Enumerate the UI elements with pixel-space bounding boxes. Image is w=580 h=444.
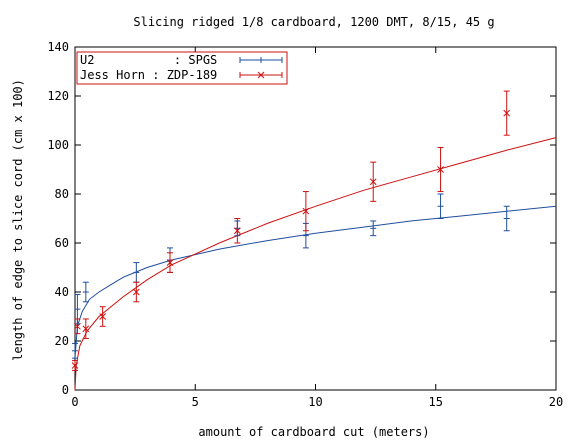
marker-cross-b [166,259,174,266]
x-tick-label: 10 [308,395,322,409]
marker-cross-b [233,227,241,235]
data-point-zdp189 [166,252,174,273]
x-tick-label: 20 [549,395,563,409]
marker-cross-b [74,322,81,330]
data-point-zdp189 [74,318,81,335]
marker-cross-b [302,207,310,215]
legend-swatches [239,57,283,79]
y-tick-label: 40 [55,285,69,299]
data-point-zdp189 [71,360,79,371]
data-point-spgs [133,262,140,283]
marker-cross-b [437,166,444,173]
data-point-spgs [437,193,444,219]
data-point-zdp189 [503,90,511,136]
data-point-spgs [503,205,510,232]
legend-label-spgs: U2 : SPGS [80,53,217,67]
marker-cross-b [71,362,79,369]
y-tick-label: 0 [62,383,69,397]
marker-cross-b [369,178,377,186]
marker-cross-b [503,109,511,117]
fit-curve-zdp189 [74,137,557,391]
fit-curves [74,137,557,391]
data-point-zdp189 [132,281,140,303]
data-point-spgs [82,281,89,303]
y-tick-label: 100 [47,138,69,152]
data-point-zdp189 [233,218,241,244]
x-tick-label: 15 [429,395,443,409]
legend: U2 : SPGS Jess Horn : ZDP-189 [76,51,288,85]
x-tick-label: 0 [71,395,78,409]
data-point-spgs [72,342,78,359]
marker-cross-b [132,288,140,296]
y-tick-label: 20 [55,334,69,348]
axis-ticks: 0 5 10 15 20 0 20 40 60 80 100 120 140 [47,40,563,409]
y-tick-label: 120 [47,89,69,103]
y-axis-label: length of edge to slice cord (cm x 100) [11,79,25,361]
marker-cross-b [82,325,90,333]
data-points [71,90,511,371]
marker-cross-b [99,313,107,320]
y-tick-label: 140 [47,40,69,54]
data-point-zdp189 [369,161,377,202]
data-point-zdp189 [302,191,310,232]
data-point-zdp189 [82,318,90,340]
data-point-spgs [370,220,377,237]
x-axis-label: amount of cardboard cut (meters) [198,425,429,439]
y-tick-label: 80 [55,187,69,201]
legend-box [76,51,288,85]
fit-curve-spgs [74,205,557,359]
legend-marker [257,71,265,79]
chart-title: Slicing ridged 1/8 cardboard, 1200 DMT, … [133,15,494,29]
legend-label-zdp189: Jess Horn : ZDP-189 [80,68,217,82]
x-tick-label: 5 [192,395,199,409]
data-point-zdp189 [99,306,107,327]
data-point-zdp189 [437,146,444,193]
y-tick-label: 60 [55,236,69,250]
plot-frame [74,46,557,391]
